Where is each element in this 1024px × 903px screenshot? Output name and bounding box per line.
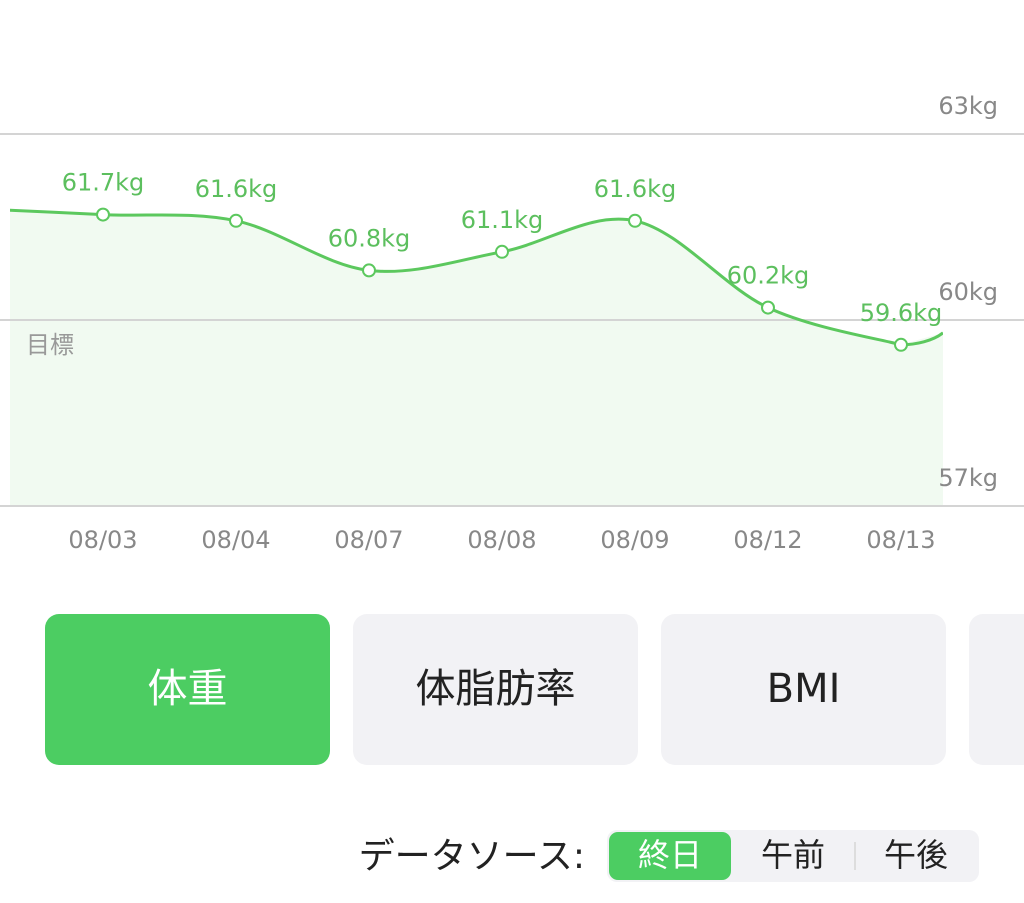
x-tick-label: 08/07 <box>334 526 403 554</box>
point <box>96 207 110 222</box>
x-tick-label: 08/13 <box>866 526 935 554</box>
x-tick-label: 08/03 <box>68 526 137 554</box>
tab-partial[interactable] <box>969 614 1024 765</box>
tab[interactable] <box>353 614 638 765</box>
x-tick-label: 08/09 <box>600 526 669 554</box>
tab-label[interactable]: 体重 <box>148 666 228 712</box>
value-label: 61.7kg <box>62 169 145 197</box>
x-tick-label: 08/12 <box>733 526 802 554</box>
tab[interactable] <box>661 614 946 765</box>
value-label: 61.1kg <box>461 206 544 234</box>
point <box>761 300 775 315</box>
y-tick-label: 63kg <box>938 92 998 120</box>
segment-option[interactable]: 午後 <box>884 836 948 874</box>
segment-option[interactable]: 午前 <box>761 836 825 874</box>
segments: 終日 午前 午後 <box>609 832 948 880</box>
tab-label[interactable]: 体脂肪率 <box>416 666 576 712</box>
point <box>362 263 376 278</box>
value-label: 59.6kg <box>860 299 943 327</box>
x-tick-label: 08/04 <box>201 526 270 554</box>
chart: 57kg 60kg 63kg 61.7kg 08/03 61.6kg 08/04 60.8kg… <box>0 92 1024 554</box>
segment-selected[interactable] <box>609 832 731 880</box>
point <box>628 213 642 228</box>
y-tick-label: 57kg <box>938 464 998 492</box>
tab[interactable] <box>45 614 330 765</box>
goal-label: 目標 <box>26 331 74 359</box>
y-tick-label: 60kg <box>938 278 998 306</box>
value-label: 60.2kg <box>727 262 810 290</box>
segment-option[interactable]: 終日 <box>638 836 702 874</box>
data-source-label: データソース: <box>359 836 585 877</box>
value-label: 61.6kg <box>195 175 278 203</box>
point <box>894 337 908 352</box>
area <box>10 210 943 506</box>
tab-label[interactable]: BMI <box>767 666 841 712</box>
point <box>229 213 243 228</box>
value-label: 61.6kg <box>594 175 677 203</box>
tabs: 体重 体脂肪率 BMI <box>45 614 1024 765</box>
point <box>495 244 509 259</box>
value-label: 60.8kg <box>328 224 411 252</box>
x-tick-label: 08/08 <box>467 526 536 554</box>
